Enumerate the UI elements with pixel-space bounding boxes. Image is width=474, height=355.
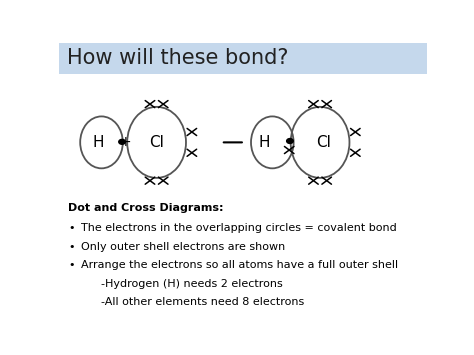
Text: +: + (119, 135, 131, 149)
Text: •: • (68, 260, 75, 270)
Text: The electrons in the overlapping circles = covalent bond: The electrons in the overlapping circles… (82, 223, 397, 233)
Text: Arrange the electrons so all atoms have a full outer shell: Arrange the electrons so all atoms have … (82, 260, 399, 270)
Text: Only outer shell electrons are shown: Only outer shell electrons are shown (82, 242, 285, 252)
Text: •: • (68, 223, 75, 233)
Bar (59, 43, 427, 74)
Text: Dot and Cross Diagrams:: Dot and Cross Diagrams: (68, 202, 224, 213)
Text: H: H (93, 135, 104, 150)
Text: Cl: Cl (316, 135, 331, 150)
Circle shape (287, 138, 293, 143)
Text: Cl: Cl (149, 135, 164, 150)
Text: H: H (258, 135, 270, 150)
Text: -All other elements need 8 electrons: -All other elements need 8 electrons (101, 297, 305, 307)
Text: -Hydrogen (H) needs 2 electrons: -Hydrogen (H) needs 2 electrons (101, 279, 283, 289)
Circle shape (119, 140, 126, 144)
Text: •: • (68, 242, 75, 252)
Text: How will these bond?: How will these bond? (66, 48, 288, 69)
